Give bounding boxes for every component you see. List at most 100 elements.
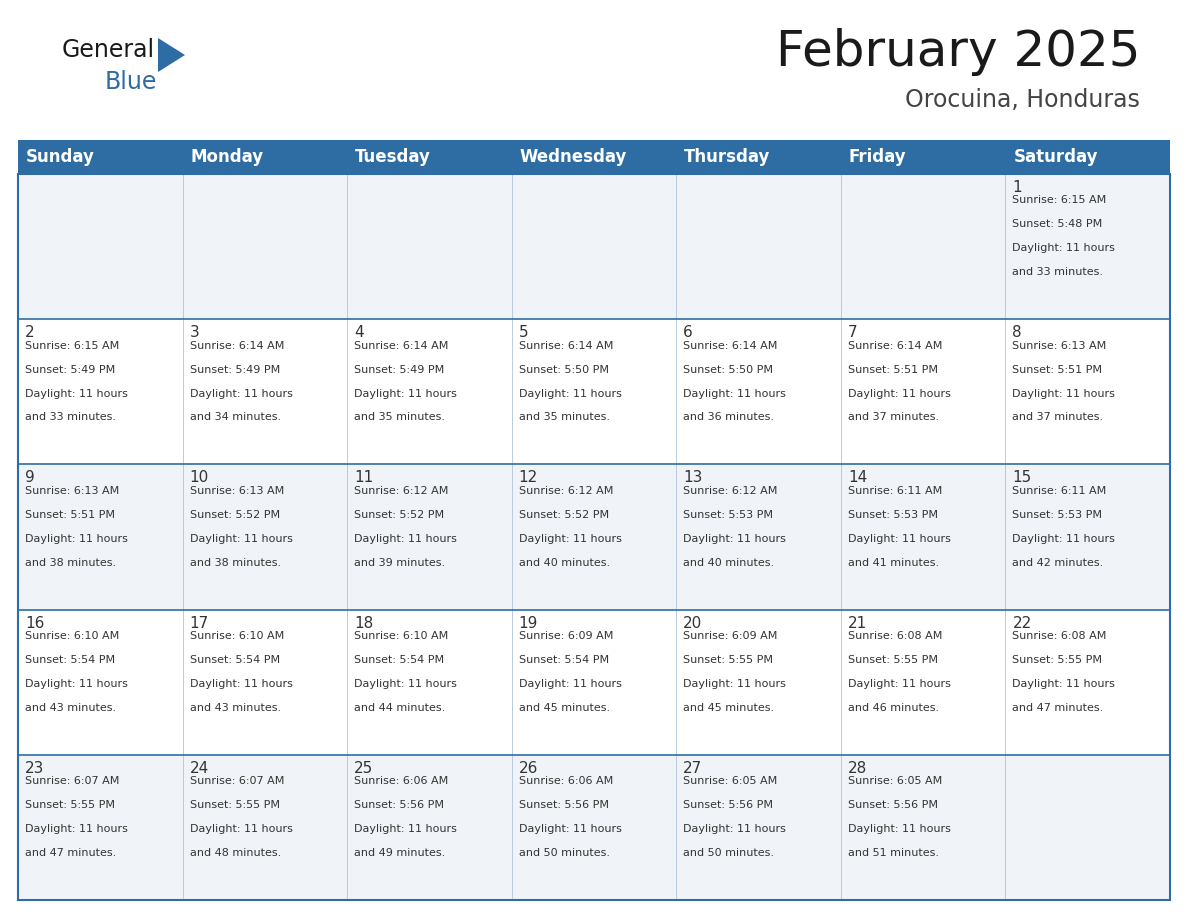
Text: Thursday: Thursday <box>684 148 771 166</box>
Text: General: General <box>62 38 156 62</box>
Bar <box>1005 174 1170 319</box>
Bar <box>676 610 841 755</box>
Bar <box>18 140 1170 174</box>
Text: Daylight: 11 hours: Daylight: 11 hours <box>519 824 621 834</box>
Text: and 38 minutes.: and 38 minutes. <box>190 557 280 567</box>
Text: and 45 minutes.: and 45 minutes. <box>519 703 609 713</box>
Text: Sunset: 5:50 PM: Sunset: 5:50 PM <box>683 364 773 375</box>
Text: Sunrise: 6:10 AM: Sunrise: 6:10 AM <box>25 631 119 641</box>
Bar <box>183 319 347 465</box>
Text: and 51 minutes.: and 51 minutes. <box>848 848 939 858</box>
Text: 6: 6 <box>683 325 693 341</box>
Bar <box>18 319 183 465</box>
Text: and 34 minutes.: and 34 minutes. <box>190 412 280 422</box>
Text: Sunrise: 6:13 AM: Sunrise: 6:13 AM <box>1012 341 1107 351</box>
Text: Sunset: 5:56 PM: Sunset: 5:56 PM <box>848 800 937 811</box>
Bar <box>183 755 347 900</box>
Bar <box>1005 319 1170 465</box>
Text: Daylight: 11 hours: Daylight: 11 hours <box>25 679 128 688</box>
Text: Sunrise: 6:07 AM: Sunrise: 6:07 AM <box>190 777 284 786</box>
Text: Sunrise: 6:14 AM: Sunrise: 6:14 AM <box>683 341 778 351</box>
Text: Sunrise: 6:15 AM: Sunrise: 6:15 AM <box>25 341 119 351</box>
Text: Daylight: 11 hours: Daylight: 11 hours <box>25 388 128 398</box>
Text: and 35 minutes.: and 35 minutes. <box>354 412 446 422</box>
Text: 28: 28 <box>848 761 867 776</box>
Text: Sunset: 5:54 PM: Sunset: 5:54 PM <box>354 655 444 665</box>
Text: and 35 minutes.: and 35 minutes. <box>519 412 609 422</box>
Bar <box>1005 610 1170 755</box>
Text: Daylight: 11 hours: Daylight: 11 hours <box>519 679 621 688</box>
Text: Daylight: 11 hours: Daylight: 11 hours <box>1012 679 1116 688</box>
Text: Sunset: 5:56 PM: Sunset: 5:56 PM <box>683 800 773 811</box>
Text: 18: 18 <box>354 616 373 631</box>
Text: Sunrise: 6:12 AM: Sunrise: 6:12 AM <box>519 486 613 496</box>
Text: and 45 minutes.: and 45 minutes. <box>683 703 775 713</box>
Text: Sunset: 5:55 PM: Sunset: 5:55 PM <box>683 655 773 665</box>
Bar <box>183 174 347 319</box>
Text: Tuesday: Tuesday <box>355 148 431 166</box>
Bar <box>841 465 1005 610</box>
Bar <box>18 174 183 319</box>
Text: 25: 25 <box>354 761 373 776</box>
Bar <box>347 465 512 610</box>
Text: Daylight: 11 hours: Daylight: 11 hours <box>190 533 292 543</box>
Text: and 46 minutes.: and 46 minutes. <box>848 703 939 713</box>
Text: Daylight: 11 hours: Daylight: 11 hours <box>848 824 950 834</box>
Text: Sunrise: 6:09 AM: Sunrise: 6:09 AM <box>683 631 778 641</box>
Text: Sunrise: 6:10 AM: Sunrise: 6:10 AM <box>354 631 448 641</box>
Text: 14: 14 <box>848 470 867 486</box>
Text: and 47 minutes.: and 47 minutes. <box>1012 703 1104 713</box>
Text: Daylight: 11 hours: Daylight: 11 hours <box>25 824 128 834</box>
Bar <box>183 610 347 755</box>
Bar <box>512 610 676 755</box>
Text: Daylight: 11 hours: Daylight: 11 hours <box>683 679 786 688</box>
Bar <box>18 755 183 900</box>
Text: Daylight: 11 hours: Daylight: 11 hours <box>519 533 621 543</box>
Text: Daylight: 11 hours: Daylight: 11 hours <box>354 679 457 688</box>
Text: Daylight: 11 hours: Daylight: 11 hours <box>848 679 950 688</box>
Text: Sunrise: 6:12 AM: Sunrise: 6:12 AM <box>683 486 778 496</box>
Text: and 48 minutes.: and 48 minutes. <box>190 848 280 858</box>
Text: and 49 minutes.: and 49 minutes. <box>354 848 446 858</box>
Text: and 50 minutes.: and 50 minutes. <box>519 848 609 858</box>
Bar <box>347 610 512 755</box>
Text: Orocuina, Honduras: Orocuina, Honduras <box>905 88 1140 112</box>
Text: 20: 20 <box>683 616 702 631</box>
Text: Sunset: 5:50 PM: Sunset: 5:50 PM <box>519 364 608 375</box>
Text: Daylight: 11 hours: Daylight: 11 hours <box>683 533 786 543</box>
Text: and 42 minutes.: and 42 minutes. <box>1012 557 1104 567</box>
Text: Sunrise: 6:13 AM: Sunrise: 6:13 AM <box>25 486 119 496</box>
Text: Sunset: 5:51 PM: Sunset: 5:51 PM <box>25 509 115 520</box>
Text: Daylight: 11 hours: Daylight: 11 hours <box>354 388 457 398</box>
Text: Sunset: 5:51 PM: Sunset: 5:51 PM <box>1012 364 1102 375</box>
Text: Daylight: 11 hours: Daylight: 11 hours <box>354 824 457 834</box>
Text: Sunrise: 6:08 AM: Sunrise: 6:08 AM <box>1012 631 1107 641</box>
Text: Sunset: 5:56 PM: Sunset: 5:56 PM <box>519 800 608 811</box>
Text: and 33 minutes.: and 33 minutes. <box>25 412 116 422</box>
Bar <box>676 755 841 900</box>
Text: Daylight: 11 hours: Daylight: 11 hours <box>25 533 128 543</box>
Text: Sunset: 5:52 PM: Sunset: 5:52 PM <box>519 509 608 520</box>
Text: and 47 minutes.: and 47 minutes. <box>25 848 116 858</box>
Text: Sunset: 5:51 PM: Sunset: 5:51 PM <box>848 364 937 375</box>
Text: and 36 minutes.: and 36 minutes. <box>683 412 775 422</box>
Bar <box>18 610 183 755</box>
Text: and 37 minutes.: and 37 minutes. <box>848 412 939 422</box>
Text: Sunset: 5:55 PM: Sunset: 5:55 PM <box>190 800 279 811</box>
Text: and 40 minutes.: and 40 minutes. <box>683 557 775 567</box>
Text: 3: 3 <box>190 325 200 341</box>
Text: 5: 5 <box>519 325 529 341</box>
Polygon shape <box>158 38 185 72</box>
Text: Sunrise: 6:13 AM: Sunrise: 6:13 AM <box>190 486 284 496</box>
Text: Sunrise: 6:05 AM: Sunrise: 6:05 AM <box>848 777 942 786</box>
Text: Saturday: Saturday <box>1013 148 1098 166</box>
Text: Sunrise: 6:06 AM: Sunrise: 6:06 AM <box>519 777 613 786</box>
Text: 10: 10 <box>190 470 209 486</box>
Text: Daylight: 11 hours: Daylight: 11 hours <box>190 679 292 688</box>
Text: Sunset: 5:52 PM: Sunset: 5:52 PM <box>354 509 444 520</box>
Text: Sunrise: 6:14 AM: Sunrise: 6:14 AM <box>848 341 942 351</box>
Text: Daylight: 11 hours: Daylight: 11 hours <box>354 533 457 543</box>
Text: and 39 minutes.: and 39 minutes. <box>354 557 446 567</box>
Bar <box>676 465 841 610</box>
Text: Sunset: 5:54 PM: Sunset: 5:54 PM <box>519 655 608 665</box>
